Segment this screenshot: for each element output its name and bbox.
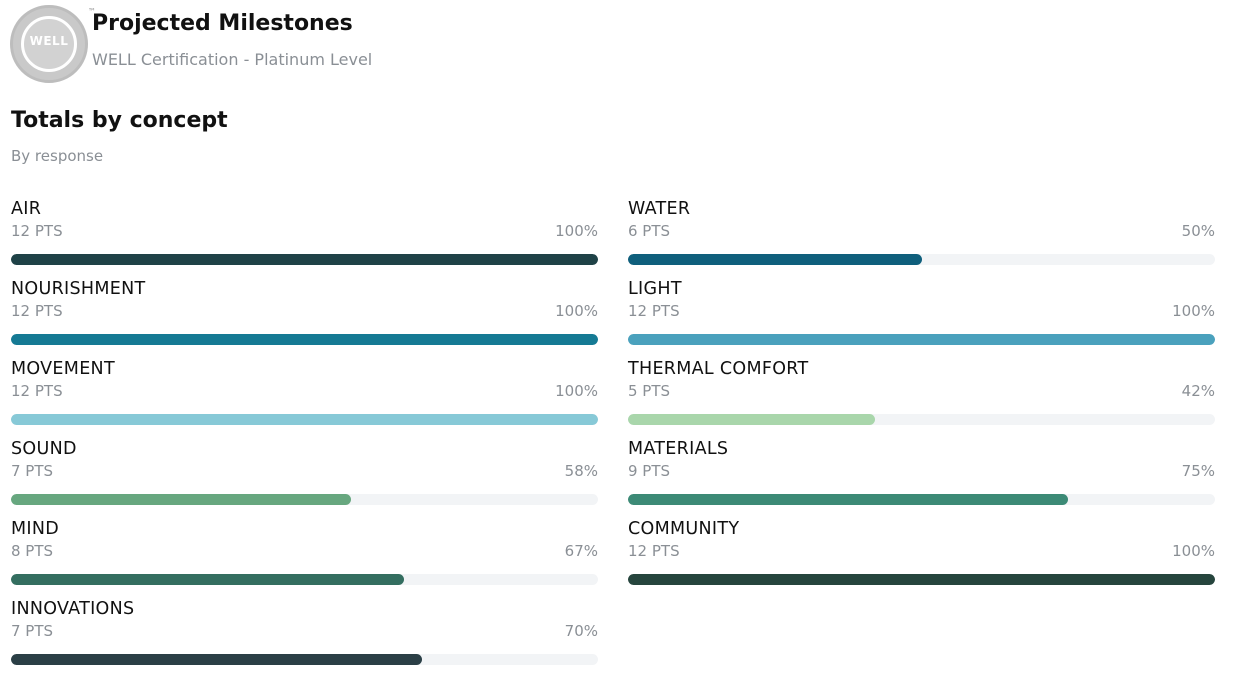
concept-percent: 67% xyxy=(564,542,598,560)
concept-percent: 75% xyxy=(1181,462,1215,480)
concept-thermal-comfort: THERMAL COMFORT 5 PTS 42% xyxy=(628,359,1215,439)
progress-track xyxy=(628,494,1215,505)
progress-track xyxy=(628,414,1215,425)
concept-materials: MATERIALS 9 PTS 75% xyxy=(628,439,1215,519)
concept-points: 12 PTS xyxy=(628,302,680,320)
concept-movement: MOVEMENT 12 PTS 100% xyxy=(11,359,598,439)
trademark-mark: ™ xyxy=(88,7,96,16)
concept-name: NOURISHMENT xyxy=(11,279,146,299)
progress-fill xyxy=(628,494,1069,505)
concepts-left-column: AIR 12 PTS 100% NOURISHMENT 12 PTS 100% … xyxy=(11,199,598,679)
progress-track xyxy=(11,414,598,425)
page-title: Projected Milestones xyxy=(92,11,353,36)
concept-percent: 100% xyxy=(1172,542,1215,560)
concept-points: 12 PTS xyxy=(11,302,63,320)
badge-label: WELL xyxy=(29,34,69,48)
concept-points: 6 PTS xyxy=(628,222,671,240)
concept-innovations: INNOVATIONS 7 PTS 70% xyxy=(11,599,598,679)
progress-fill xyxy=(628,254,922,265)
concept-sound: SOUND 7 PTS 58% xyxy=(11,439,598,519)
concept-name: INNOVATIONS xyxy=(11,599,135,619)
concept-name: LIGHT xyxy=(628,279,682,299)
progress-fill xyxy=(11,334,598,345)
concept-points: 12 PTS xyxy=(11,382,63,400)
concept-percent: 42% xyxy=(1181,382,1215,400)
progress-track xyxy=(628,334,1215,345)
progress-track xyxy=(11,654,598,665)
concept-percent: 100% xyxy=(555,222,598,240)
concept-percent: 58% xyxy=(564,462,598,480)
concept-percent: 70% xyxy=(564,622,598,640)
concept-percent: 100% xyxy=(555,302,598,320)
concept-percent: 100% xyxy=(555,382,598,400)
concept-name: SOUND xyxy=(11,439,77,459)
section-subtitle: By response xyxy=(11,147,104,165)
concept-water: WATER 6 PTS 50% xyxy=(628,199,1215,279)
progress-fill xyxy=(628,414,875,425)
concept-name: COMMUNITY xyxy=(628,519,740,539)
concept-name: THERMAL COMFORT xyxy=(628,359,809,379)
concept-name: MATERIALS xyxy=(628,439,729,459)
concept-name: AIR xyxy=(11,199,42,219)
concept-percent: 50% xyxy=(1181,222,1215,240)
concept-points: 7 PTS xyxy=(11,462,54,480)
concept-name: WATER xyxy=(628,199,691,219)
concept-points: 8 PTS xyxy=(11,542,54,560)
page-header: WELL ™ Projected Milestones WELL Certifi… xyxy=(10,5,610,85)
concept-points: 12 PTS xyxy=(628,542,680,560)
concept-nourishment: NOURISHMENT 12 PTS 100% xyxy=(11,279,598,359)
concept-points: 12 PTS xyxy=(11,222,63,240)
concepts-right-column: WATER 6 PTS 50% LIGHT 12 PTS 100% THERMA… xyxy=(628,199,1215,599)
concept-percent: 100% xyxy=(1172,302,1215,320)
progress-track xyxy=(11,494,598,505)
page-subtitle: WELL Certification - Platinum Level xyxy=(92,50,373,69)
badge-ring xyxy=(21,16,77,72)
progress-fill xyxy=(11,494,352,505)
concept-name: MIND xyxy=(11,519,60,539)
concept-name: MOVEMENT xyxy=(11,359,115,379)
concept-mind: MIND 8 PTS 67% xyxy=(11,519,598,599)
concept-points: 5 PTS xyxy=(628,382,671,400)
progress-fill xyxy=(11,574,405,585)
progress-fill xyxy=(628,334,1215,345)
section-title: Totals by concept xyxy=(11,108,228,133)
progress-fill xyxy=(11,414,598,425)
concept-points: 7 PTS xyxy=(11,622,54,640)
progress-track xyxy=(11,254,598,265)
concept-community: COMMUNITY 12 PTS 100% xyxy=(628,519,1215,599)
progress-fill xyxy=(628,574,1215,585)
concept-air: AIR 12 PTS 100% xyxy=(11,199,598,279)
progress-track xyxy=(628,574,1215,585)
progress-track xyxy=(628,254,1215,265)
progress-fill xyxy=(11,254,598,265)
concept-points: 9 PTS xyxy=(628,462,671,480)
progress-track xyxy=(11,334,598,345)
progress-track xyxy=(11,574,598,585)
progress-fill xyxy=(11,654,422,665)
concept-light: LIGHT 12 PTS 100% xyxy=(628,279,1215,359)
well-platinum-badge-icon: WELL xyxy=(10,5,88,83)
